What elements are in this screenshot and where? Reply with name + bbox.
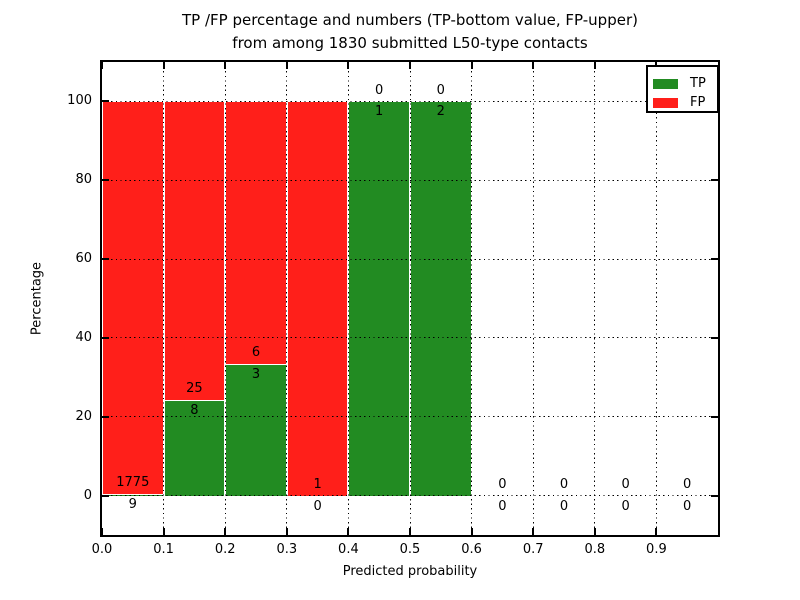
chart-title: TP /FP percentage and numbers (TP-bottom… xyxy=(90,9,730,55)
y-tick-label: 100 xyxy=(67,93,92,109)
y-tick-label: 0 xyxy=(83,487,92,503)
y-tick-mark xyxy=(102,258,109,261)
x-tick-mark xyxy=(347,62,350,69)
legend-label-fp: FP xyxy=(690,95,706,110)
fp-count-label: 1775 xyxy=(116,474,150,490)
x-tick-mark xyxy=(162,528,165,535)
y-tick-mark xyxy=(711,258,718,261)
tp-count-label: 3 xyxy=(251,367,261,383)
y-tick-mark xyxy=(102,179,109,182)
x-tick-label: 0.5 xyxy=(399,542,421,557)
x-tick-mark xyxy=(655,528,658,535)
fp-count-label: 0 xyxy=(498,476,507,492)
x-tick-mark xyxy=(409,528,411,535)
fp-count-label: 6 xyxy=(251,345,261,361)
x-tick-label: 0.6 xyxy=(461,542,482,557)
tp-count-label: 8 xyxy=(190,403,199,419)
tp-count-label: 0 xyxy=(683,498,692,514)
tp-count-label: 0 xyxy=(559,498,569,514)
v-gridline xyxy=(532,62,534,535)
tp-count-label: 1 xyxy=(375,104,384,120)
x-tick-label: 0.7 xyxy=(522,542,544,557)
fp-count-label: 0 xyxy=(375,82,384,98)
x-axis-label: Predicted probability xyxy=(342,564,478,579)
x-tick-mark xyxy=(224,528,227,535)
x-tick-label: 0.0 xyxy=(91,542,113,557)
tp-bar-segment xyxy=(348,101,410,496)
y-tick-label: 80 xyxy=(75,172,92,188)
fp-count-label: 0 xyxy=(683,476,692,492)
fp-bar-segment xyxy=(286,101,349,496)
x-tick-label: 0.3 xyxy=(276,542,298,557)
x-tick-mark xyxy=(224,62,227,69)
v-gridline xyxy=(471,62,473,535)
y-tick-label: 40 xyxy=(75,329,92,345)
x-tick-mark xyxy=(347,528,350,535)
fp-count-label: 0 xyxy=(559,476,569,492)
y-tick-mark xyxy=(711,179,718,182)
x-tick-mark xyxy=(470,62,473,69)
fp-bar-segment xyxy=(102,101,164,494)
tp-bar-segment xyxy=(225,364,287,496)
tp-legend-swatch xyxy=(653,78,678,89)
x-tick-label: 0.4 xyxy=(338,542,359,557)
y-tick-mark xyxy=(711,415,718,418)
x-tick-mark xyxy=(162,62,165,69)
x-tick-mark xyxy=(409,62,411,69)
y-tick-mark xyxy=(102,100,109,103)
tp-count-label: 0 xyxy=(621,498,630,514)
y-tick-mark xyxy=(711,494,718,497)
y-tick-mark xyxy=(102,336,109,339)
plot-area: 1775 9 25 8 6 3 1 0 0 1 0 2 0 0 0 0 0 0 0 0 xyxy=(100,60,720,537)
v-gridline xyxy=(224,62,226,535)
x-tick-mark xyxy=(470,528,473,535)
legend-label-tp: TP xyxy=(690,76,706,91)
tp-bar-segment xyxy=(410,101,472,496)
x-tick-label: 0.8 xyxy=(584,542,606,557)
v-gridline xyxy=(163,62,165,535)
fp-bar-segment xyxy=(163,101,226,401)
fp-count-label: 1 xyxy=(313,476,322,492)
y-tick-label: 20 xyxy=(75,408,92,424)
x-tick-mark xyxy=(101,62,103,69)
v-gridline xyxy=(286,62,288,535)
v-gridline xyxy=(409,62,411,535)
x-tick-mark xyxy=(593,528,596,535)
fp-bar-segment xyxy=(225,101,287,365)
legend-item-tp: TP xyxy=(648,74,717,93)
y-tick-label: 60 xyxy=(75,251,92,267)
tp-count-label: 0 xyxy=(313,498,322,514)
legend-box: TP FP xyxy=(646,65,719,113)
y-tick-mark xyxy=(102,494,109,497)
chart-title-line2: from among 1830 submitted L50-type conta… xyxy=(232,34,588,52)
fp-legend-swatch xyxy=(653,97,678,108)
legend-item-fp: FP xyxy=(648,93,717,112)
x-tick-mark xyxy=(285,528,288,535)
x-tick-mark xyxy=(532,62,535,69)
x-tick-label: 0.9 xyxy=(646,542,667,557)
v-gridline xyxy=(594,62,596,535)
chart-title-line1: TP /FP percentage and numbers (TP-bottom… xyxy=(182,11,638,29)
v-gridline xyxy=(347,62,349,535)
x-tick-mark xyxy=(285,62,288,69)
x-tick-label: 0.2 xyxy=(214,542,236,557)
fp-count-label: 0 xyxy=(436,82,445,98)
y-tick-mark xyxy=(711,336,718,339)
fp-count-label: 25 xyxy=(186,381,203,397)
tp-count-label: 2 xyxy=(436,104,445,120)
tp-count-label: 9 xyxy=(128,496,137,512)
x-tick-mark xyxy=(593,62,596,69)
x-tick-mark xyxy=(532,528,535,535)
tp-count-label: 0 xyxy=(498,498,507,514)
fp-count-label: 0 xyxy=(621,476,630,492)
y-tick-mark xyxy=(102,415,109,418)
x-tick-label: 0.1 xyxy=(153,542,174,557)
v-gridline xyxy=(655,62,657,535)
x-tick-mark xyxy=(101,528,103,535)
